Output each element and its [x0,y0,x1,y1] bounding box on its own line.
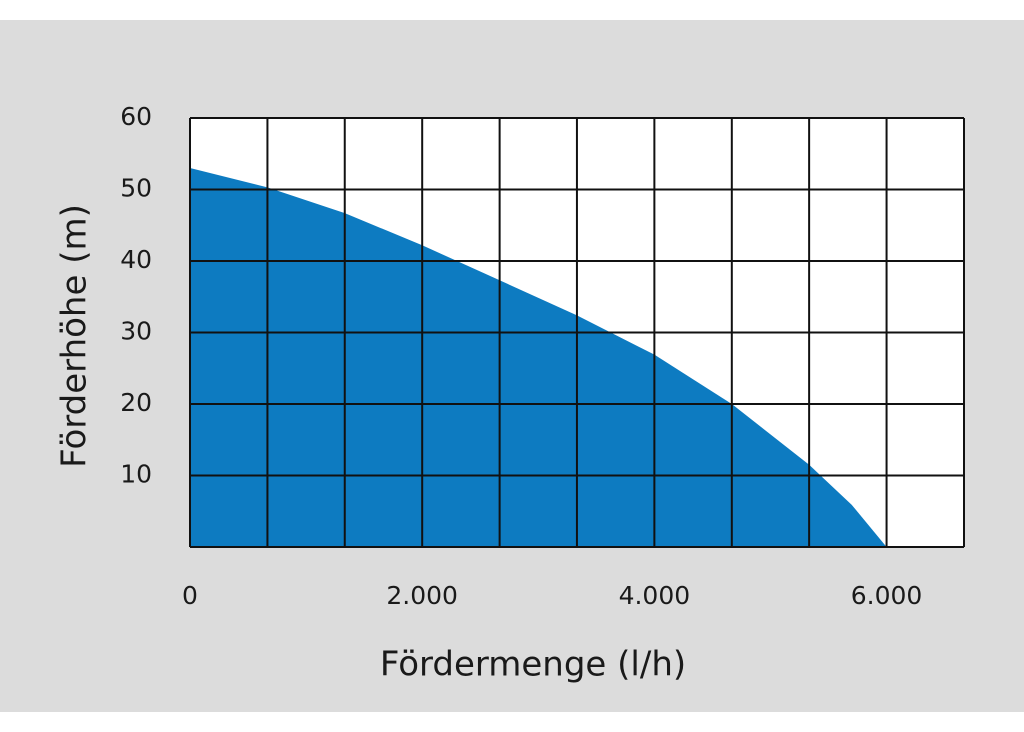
x-axis-title: Fördermenge (l/h) [380,645,686,685]
y-tick-label: 50 [120,174,152,203]
area [190,168,887,548]
x-tick-label: 0 [182,581,198,610]
y-tick-label: 20 [120,388,152,417]
y-tick-label: 10 [120,460,152,489]
x-tick-label: 4.000 [619,581,691,610]
x-tick-label: 6.000 [851,581,923,610]
x-tick-label: 2.000 [386,581,458,610]
y-axis-title: Förderhöhe (m) [55,204,95,468]
y-tick-label: 60 [120,102,152,131]
y-tick-label: 30 [120,317,152,346]
y-tick-label: 40 [120,245,152,274]
